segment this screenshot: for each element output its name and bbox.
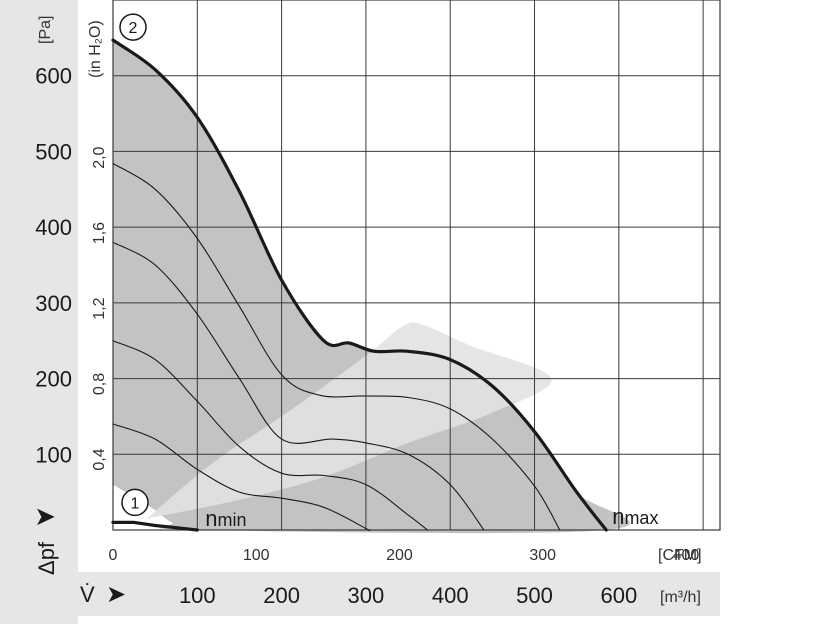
curve-label-nmin: nmin	[205, 506, 246, 531]
y-tick-pa: 200	[35, 367, 72, 392]
series-line	[112, 423, 371, 532]
x-unit-cfm: [CFM]	[658, 547, 702, 564]
y-tick-pa: 300	[35, 291, 72, 316]
x-tick-m3h: 500	[516, 583, 553, 608]
y-tick-inh2o: 1,6	[91, 222, 108, 244]
series-line	[112, 241, 485, 531]
series-line	[112, 340, 429, 531]
curve-marker-2-label: 2	[129, 20, 138, 37]
x-axis-panel	[0, 572, 720, 616]
y-tick-inh2o: 2,0	[91, 146, 108, 168]
y-axis-symbol: Δpf	[34, 541, 59, 575]
x-tick-cfm: 400	[673, 547, 700, 564]
x-tick-m3h: 200	[263, 583, 300, 608]
y-tick-inh2o: 0,4	[91, 448, 108, 470]
y-axis-panel	[0, 0, 78, 624]
x-tick-m3h: 300	[348, 583, 385, 608]
x-unit-m3h: [m³/h]	[660, 589, 701, 606]
labels: 100 200 300 400 500 600 0,4 0,8 1,2 1,6 2,0 0 100 200…	[35, 13, 700, 608]
x-tick-m3h: 400	[432, 583, 469, 608]
curve-label-nmax: nmax	[612, 504, 658, 529]
x-tick-cfm: 200	[386, 547, 413, 564]
x-tick-cfm: 300	[529, 547, 556, 564]
curve-marker-1	[121, 488, 149, 517]
y-axis-arrow-icon: ➤	[34, 501, 56, 531]
y-tick-pa: 600	[35, 64, 72, 89]
x-tick-m3h: 600	[600, 583, 637, 608]
grid	[112, 0, 721, 531]
series-line-nmax	[111, 38, 608, 532]
y-tick-inh2o: 0,8	[91, 373, 108, 395]
x-tick-cfm: 100	[243, 547, 270, 564]
curve-marker-2	[119, 13, 147, 41]
x-axis-symbol: V̇	[80, 582, 95, 607]
y-tick-inh2o: 1,2	[91, 297, 108, 319]
x-axis-arrow-icon: ➤	[106, 581, 126, 608]
curves	[111, 38, 608, 532]
series-line	[112, 162, 561, 531]
x-tick-cfm: 0	[109, 547, 118, 564]
y-tick-pa: 500	[35, 139, 72, 164]
y-unit-inh2o: (in H₂O)	[87, 20, 104, 78]
curve-marker-1-label: 1	[131, 495, 140, 512]
y-unit-pa: [Pa]	[37, 16, 54, 44]
x-tick-m3h: 100	[179, 583, 216, 608]
y-tick-pa: 400	[35, 215, 72, 240]
y-tick-pa: 100	[35, 442, 72, 467]
operating-region	[113, 40, 631, 534]
series-line-nmin	[111, 520, 199, 532]
plot-frame	[112, 0, 721, 531]
